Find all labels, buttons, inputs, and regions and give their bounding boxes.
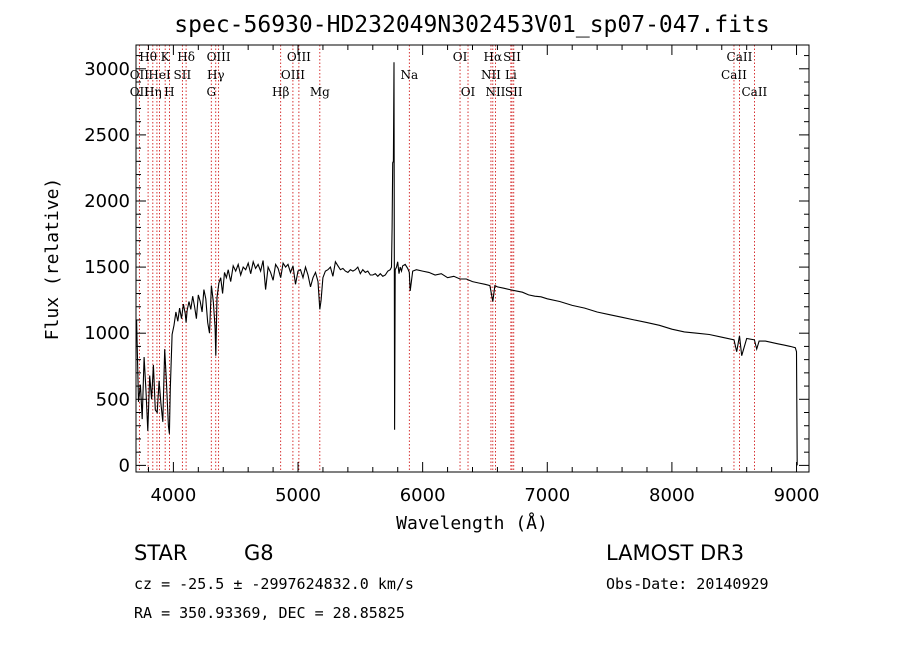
line-label: OI — [461, 85, 476, 99]
line-label: OI — [453, 50, 468, 64]
line-label: SII — [505, 85, 523, 99]
y-tick-label: 1500 — [84, 257, 130, 278]
line-label: Hα — [484, 50, 503, 64]
line-label: NII — [481, 68, 501, 82]
redshift-info: cz = -25.5 ± -2997624832.0 km/s — [134, 575, 414, 593]
y-axis-label: Flux (relative) — [42, 178, 63, 341]
y-tick-label: 500 — [96, 389, 130, 410]
x-tick-label: 9000 — [774, 485, 820, 506]
chart-title: spec-56930-HD232049N302453V01_sp07-047.f… — [174, 12, 769, 38]
line-label: Hθ — [139, 50, 157, 64]
x-axis-label: Wavelength (Å) — [396, 512, 548, 534]
y-tick-label: 0 — [119, 455, 130, 476]
line-label: Hβ — [272, 85, 289, 99]
y-tick-label: 2000 — [84, 191, 130, 212]
plot-frame — [135, 44, 810, 473]
x-tick-label: 6000 — [400, 485, 446, 506]
line-label: OIII — [207, 50, 231, 64]
line-label: G — [206, 85, 216, 99]
line-label: K — [161, 50, 171, 64]
y-axis: 0 500 1000 1500 2000 2500 3000 — [84, 55, 809, 476]
line-label: Hη — [144, 85, 162, 99]
line-label: Mg — [310, 85, 330, 99]
line-label: Hγ — [207, 68, 225, 82]
spectrum-line — [136, 62, 798, 466]
line-label: CaII — [721, 68, 747, 82]
line-marker-group — [138, 45, 755, 472]
line-label: H — [164, 85, 174, 99]
x-tick-label: 8000 — [649, 485, 695, 506]
x-tick-label: 7000 — [524, 485, 570, 506]
line-label: CaII — [727, 50, 753, 64]
x-axis: 4000 5000 6000 7000 8000 9000 — [147, 45, 820, 506]
x-tick-label: 4000 — [150, 485, 196, 506]
object-class: STAR — [134, 541, 187, 565]
line-label: OII — [130, 68, 150, 82]
line-label: Li — [505, 68, 517, 82]
y-tick-label: 1000 — [84, 323, 130, 344]
y-tick-label: 2500 — [84, 125, 130, 146]
y-tick-label: 3000 — [84, 59, 130, 80]
line-label: SII — [174, 68, 192, 82]
line-label: CaII — [741, 85, 767, 99]
line-label: OII — [130, 85, 150, 99]
coordinates-info: RA = 350.93369, DEC = 28.85825 — [134, 604, 405, 622]
line-label: NII — [485, 85, 505, 99]
object-subclass: G8 — [244, 541, 274, 565]
line-label: HeI — [148, 68, 171, 82]
x-tick-label: 5000 — [275, 485, 321, 506]
line-label: Hδ — [177, 50, 195, 64]
obs-date: Obs-Date: 20140929 — [606, 575, 769, 593]
line-label: Na — [400, 68, 418, 82]
line-label: OIII — [287, 50, 311, 64]
survey-name: LAMOST DR3 — [606, 541, 744, 565]
line-label: OIII — [281, 68, 305, 82]
line-label: SII — [503, 50, 521, 64]
